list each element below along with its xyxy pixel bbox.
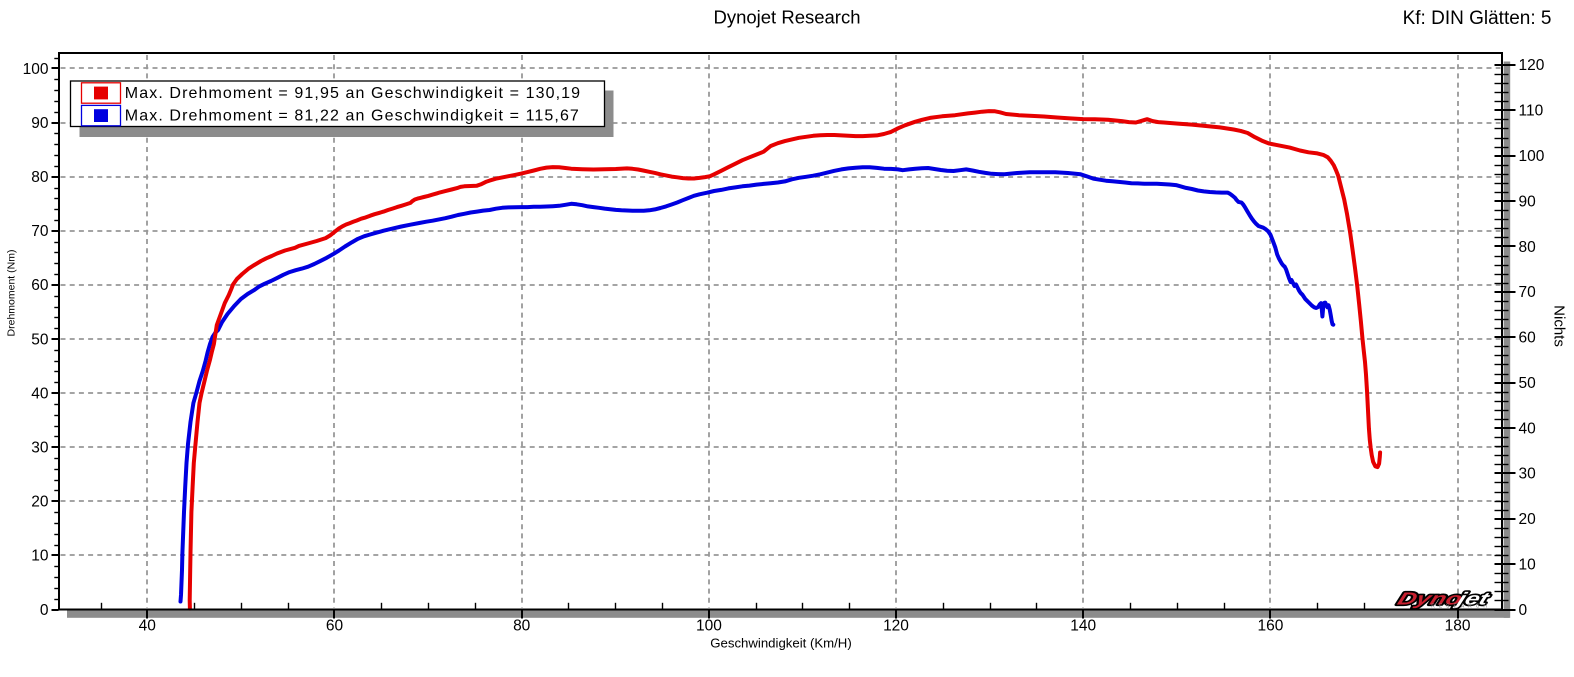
svg-text:Nichts: Nichts [1551, 305, 1568, 347]
svg-text:Dyno: Dyno [1395, 589, 1466, 609]
svg-text:100: 100 [1519, 148, 1545, 165]
svg-text:120: 120 [883, 618, 909, 635]
svg-text:30: 30 [31, 440, 49, 457]
svg-text:60: 60 [31, 277, 49, 294]
svg-text:70: 70 [1519, 284, 1537, 301]
svg-text:10: 10 [1519, 556, 1537, 573]
svg-text:90: 90 [1519, 193, 1537, 210]
svg-text:20: 20 [1519, 511, 1537, 528]
svg-text:Dyno: Dyno [1395, 589, 1466, 609]
svg-text:120: 120 [1519, 57, 1545, 74]
svg-text:RESEARCH: RESEARCH [1431, 604, 1491, 610]
svg-text:60: 60 [326, 618, 344, 635]
svg-text:70: 70 [31, 223, 49, 240]
svg-text:180: 180 [1445, 618, 1471, 635]
svg-text:80: 80 [31, 169, 49, 186]
svg-text:110: 110 [1519, 103, 1544, 120]
svg-text:100: 100 [696, 618, 722, 635]
svg-text:Dynojet Research: Dynojet Research [713, 7, 860, 28]
svg-text:40: 40 [139, 618, 157, 635]
svg-text:Drehmoment (Nm): Drehmoment (Nm) [6, 250, 18, 337]
svg-text:Max. Drehmoment = 81,22 an Ges: Max. Drehmoment = 81,22 an Geschwindigke… [125, 107, 580, 124]
svg-text:160: 160 [1257, 618, 1283, 635]
svg-text:0: 0 [1519, 602, 1528, 619]
svg-text:80: 80 [513, 618, 531, 635]
svg-text:40: 40 [1519, 420, 1537, 437]
svg-text:80: 80 [1519, 239, 1537, 256]
svg-text:100: 100 [23, 61, 49, 78]
svg-text:140: 140 [1070, 618, 1096, 635]
svg-text:50: 50 [31, 331, 49, 348]
svg-text:30: 30 [1519, 466, 1537, 483]
svg-text:Max. Drehmoment = 91,95 an Ges: Max. Drehmoment = 91,95 an Geschwindigke… [125, 85, 581, 102]
svg-text:Geschwindigkeit (Km/H): Geschwindigkeit (Km/H) [710, 636, 851, 651]
svg-text:90: 90 [31, 115, 49, 132]
svg-text:10: 10 [31, 548, 49, 565]
svg-text:jet: jet [1452, 589, 1494, 609]
svg-text:20: 20 [31, 494, 49, 511]
svg-text:Kf: DIN Glätten: 5: Kf: DIN Glätten: 5 [1403, 8, 1552, 29]
svg-text:50: 50 [1519, 375, 1537, 392]
svg-text:0: 0 [40, 602, 49, 619]
svg-text:60: 60 [1519, 330, 1537, 347]
svg-text:40: 40 [31, 385, 49, 402]
svg-text:jet: jet [1452, 589, 1494, 609]
